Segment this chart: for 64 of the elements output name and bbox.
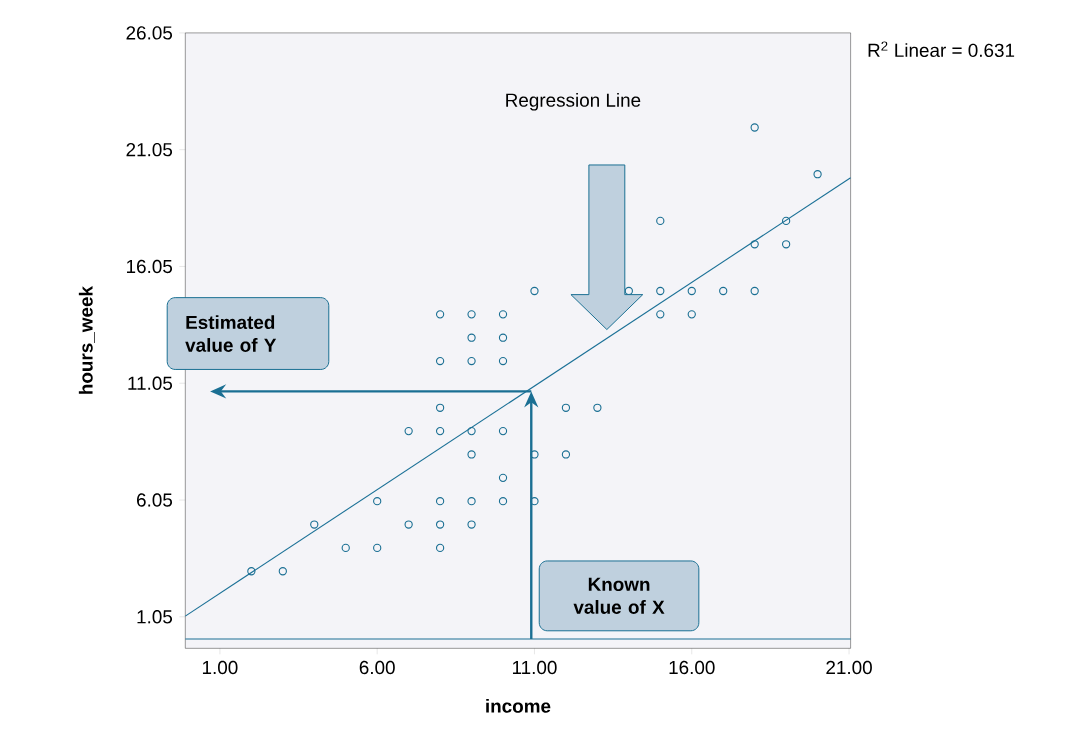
- point: [435, 356, 445, 366]
- point: [561, 403, 571, 412]
- annotation: Regression Line: [506, 92, 641, 111]
- point: [341, 543, 350, 552]
- point: [373, 543, 382, 552]
- point: [498, 497, 508, 506]
- point: [750, 240, 759, 249]
- point: [404, 426, 413, 436]
- point: [687, 310, 696, 319]
- point: [719, 286, 728, 296]
- x-tick-label: 6.00: [359, 660, 395, 675]
- point: [435, 543, 445, 552]
- y-tick-label: 26.05: [126, 26, 173, 40]
- point: [530, 286, 539, 296]
- point: [404, 520, 413, 529]
- point: [656, 310, 665, 319]
- x-tick-label: 16.00: [669, 660, 715, 675]
- x-tick-label: 11.00: [512, 660, 557, 675]
- point: [467, 333, 476, 342]
- y-tick-label: 6.05: [137, 493, 173, 507]
- point: [467, 520, 476, 529]
- point: [310, 520, 319, 529]
- point: [656, 216, 665, 226]
- point: [435, 310, 445, 319]
- point: [435, 520, 445, 529]
- point: [467, 450, 476, 459]
- annotation: Known value of X: [573, 577, 665, 614]
- y-tick-label: 21.05: [126, 142, 173, 157]
- point: [687, 286, 696, 296]
- point: [530, 497, 539, 506]
- point: [467, 310, 476, 319]
- point: [498, 333, 508, 342]
- x-tick-label: 1.00: [202, 660, 238, 675]
- point: [467, 426, 476, 436]
- point: [781, 240, 791, 249]
- text: R$^{2}$ Linear = 0.631: [868, 41, 1015, 57]
- point: [593, 403, 602, 412]
- point: [813, 170, 822, 179]
- point: [467, 356, 476, 366]
- y-tick-label: 16.05: [127, 259, 173, 274]
- point: [498, 473, 508, 482]
- point: [373, 497, 382, 506]
- y-tick-label: 1.05: [137, 610, 173, 624]
- point: [624, 286, 633, 296]
- x-tick-label: 21.00: [826, 660, 872, 675]
- point: [530, 450, 539, 459]
- point: [278, 567, 287, 576]
- point: [561, 450, 571, 459]
- point: [498, 310, 508, 319]
- y-axis-title: hours_week: [78, 285, 95, 394]
- x-axis-title: income: [486, 698, 551, 713]
- point: [656, 286, 665, 296]
- point: [435, 426, 445, 436]
- point: [750, 286, 759, 296]
- point: [498, 356, 508, 366]
- point: [498, 426, 508, 436]
- point: [750, 123, 759, 132]
- point: [467, 497, 476, 506]
- annotation: Estimated value of Y: [185, 315, 277, 352]
- point: [781, 216, 791, 226]
- point: [435, 403, 445, 412]
- point: [247, 567, 256, 576]
- y-tick-label: 11.05: [128, 376, 173, 390]
- point: [435, 497, 445, 506]
